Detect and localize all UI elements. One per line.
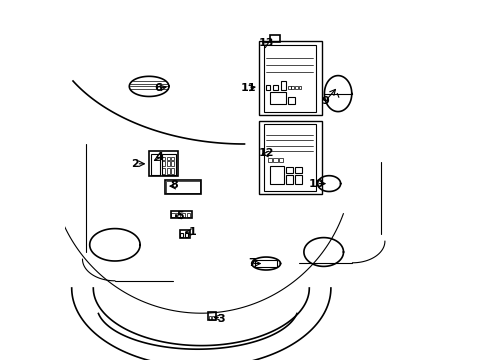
- Bar: [149, 151, 178, 176]
- Bar: [255, 260, 276, 267]
- Text: 1: 1: [188, 227, 196, 237]
- Bar: [269, 35, 279, 42]
- Text: 8: 8: [170, 180, 178, 190]
- Bar: [162, 154, 176, 175]
- Text: 13: 13: [258, 38, 273, 48]
- Bar: [264, 124, 316, 191]
- Bar: [267, 158, 272, 162]
- Bar: [180, 233, 183, 237]
- Bar: [287, 86, 290, 89]
- Text: 11: 11: [240, 83, 255, 93]
- Text: 4: 4: [156, 152, 163, 162]
- Bar: [285, 167, 292, 173]
- Bar: [209, 316, 211, 320]
- Bar: [166, 157, 169, 160]
- Bar: [171, 157, 174, 160]
- Bar: [212, 316, 214, 320]
- Text: 7: 7: [247, 258, 255, 268]
- Bar: [171, 213, 174, 217]
- Text: 10: 10: [308, 179, 324, 189]
- Bar: [298, 86, 301, 89]
- Bar: [162, 161, 165, 166]
- Bar: [184, 233, 187, 237]
- Bar: [269, 92, 285, 104]
- Bar: [179, 230, 190, 238]
- Bar: [273, 85, 277, 90]
- Bar: [208, 312, 216, 320]
- Bar: [166, 168, 169, 174]
- Bar: [258, 41, 321, 115]
- Bar: [166, 181, 200, 193]
- Text: 12: 12: [258, 148, 273, 158]
- Bar: [280, 81, 285, 90]
- Text: 6: 6: [154, 83, 162, 93]
- Bar: [265, 85, 270, 90]
- Bar: [291, 86, 294, 89]
- Bar: [186, 213, 189, 217]
- Bar: [151, 154, 160, 175]
- Bar: [287, 97, 294, 104]
- Bar: [181, 213, 184, 217]
- Bar: [285, 175, 292, 184]
- Bar: [176, 213, 179, 217]
- Bar: [278, 158, 283, 162]
- Bar: [269, 166, 284, 184]
- Text: 3: 3: [217, 314, 224, 324]
- Bar: [264, 45, 316, 112]
- Bar: [162, 168, 165, 174]
- Bar: [171, 168, 174, 174]
- Bar: [165, 180, 201, 194]
- Text: 9: 9: [321, 96, 329, 106]
- Bar: [166, 161, 169, 166]
- Bar: [294, 175, 302, 184]
- Bar: [170, 211, 192, 218]
- Text: 2: 2: [131, 159, 138, 169]
- Bar: [294, 167, 302, 173]
- Bar: [162, 157, 165, 160]
- Text: 5: 5: [176, 211, 183, 221]
- Bar: [171, 161, 174, 166]
- Bar: [273, 158, 277, 162]
- Bar: [294, 86, 297, 89]
- Bar: [258, 121, 321, 194]
